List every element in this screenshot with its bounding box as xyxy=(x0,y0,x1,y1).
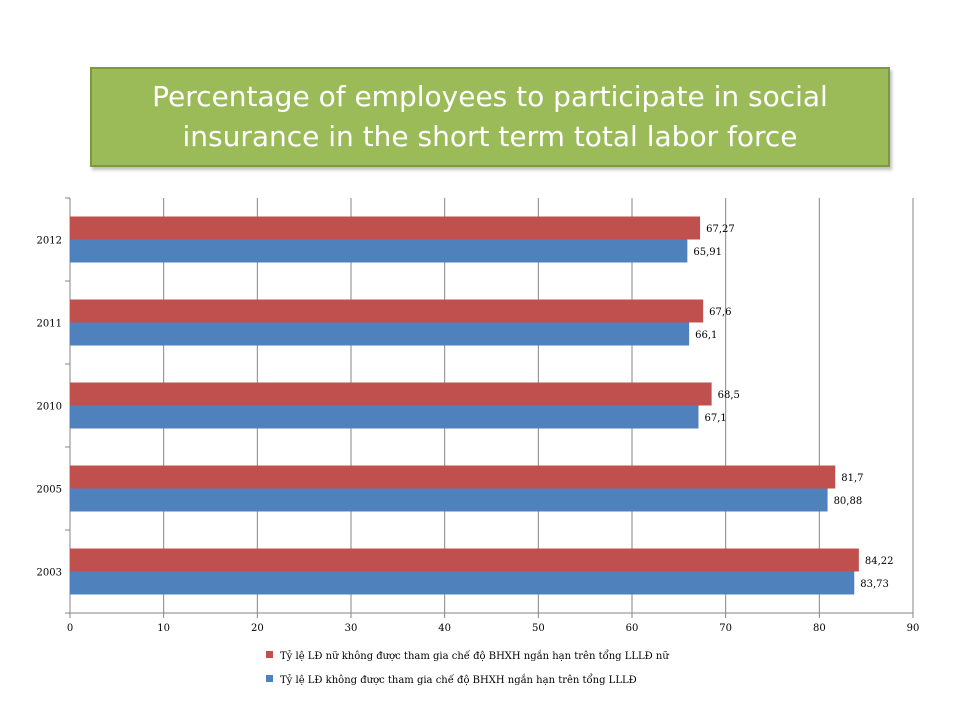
x-tick-label: 90 xyxy=(907,623,920,634)
x-tick-label: 30 xyxy=(345,623,358,634)
y-tick-label: 2011 xyxy=(37,319,62,330)
x-tick-label: 50 xyxy=(532,623,545,634)
x-tick-label: 10 xyxy=(157,623,170,634)
bar xyxy=(70,571,855,595)
data-label: 67,1 xyxy=(705,413,727,424)
data-label: 68,5 xyxy=(718,390,740,401)
y-tick-label: 2012 xyxy=(37,236,62,247)
bar xyxy=(70,216,701,240)
legend-swatch xyxy=(266,651,273,658)
bar xyxy=(70,405,699,429)
bar xyxy=(70,488,828,512)
data-label: 81,7 xyxy=(841,473,863,484)
title-box: Percentage of employees to participate i… xyxy=(90,67,890,167)
x-tick-label: 60 xyxy=(626,623,639,634)
x-tick-label: 20 xyxy=(251,623,264,634)
data-label: 66,1 xyxy=(695,330,717,341)
data-label: 67,6 xyxy=(709,307,731,318)
legend-swatch xyxy=(266,675,273,682)
data-label: 84,22 xyxy=(865,556,894,567)
bar xyxy=(70,548,859,572)
data-label: 65,91 xyxy=(693,247,722,258)
bar xyxy=(70,322,690,346)
legend-label: Tỷ lệ LĐ nữ không được tham gia chế độ B… xyxy=(280,650,669,662)
data-label: 80,88 xyxy=(834,496,863,507)
data-label: 83,73 xyxy=(860,579,889,590)
x-tick-label: 80 xyxy=(813,623,826,634)
chart-title: Percentage of employees to participate i… xyxy=(152,80,828,153)
bar xyxy=(70,299,704,323)
bar xyxy=(70,382,712,406)
y-tick-label: 2005 xyxy=(37,485,62,496)
x-tick-label: 0 xyxy=(67,623,73,634)
data-label: 67,27 xyxy=(706,224,735,235)
x-tick-label: 70 xyxy=(719,623,732,634)
x-tick-label: 40 xyxy=(438,623,451,634)
legend-label: Tỷ lệ LĐ không được tham gia chế độ BHXH… xyxy=(280,674,637,686)
bar xyxy=(70,239,688,263)
bar xyxy=(70,465,836,489)
y-tick-label: 2003 xyxy=(37,568,62,579)
y-tick-label: 2010 xyxy=(37,402,62,413)
